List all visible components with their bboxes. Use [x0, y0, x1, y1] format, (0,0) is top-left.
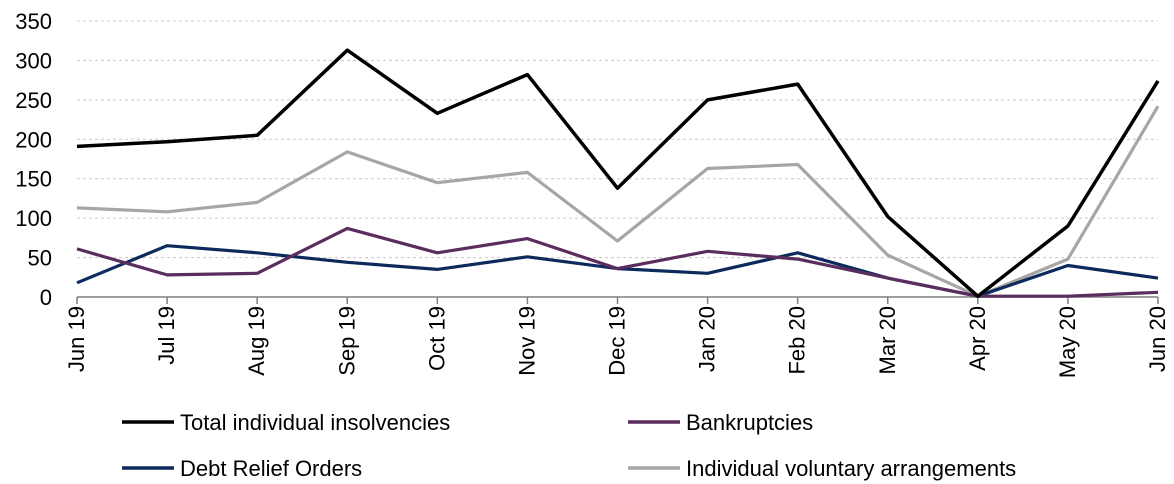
x-tick-label: Mar 20	[875, 306, 900, 374]
x-axis: Jun 19 Jul 19 Aug 19 Sep 19 Oct 19 Nov 19 Dec …	[64, 296, 1170, 378]
x-tick-label: Jan 20	[695, 306, 720, 372]
y-tick-label: 250	[15, 88, 52, 113]
legend-label: Total individual insolvencies	[180, 410, 450, 435]
x-tick-label: Jun 19	[64, 306, 89, 372]
x-tick-label: Nov 19	[514, 306, 539, 376]
y-tick-label: 50	[28, 246, 52, 271]
x-tick-label: Dec 19	[605, 306, 630, 376]
x-tick-label: Oct 19	[424, 306, 449, 371]
x-tick-label: Sep 19	[334, 306, 359, 376]
legend-label: Debt Relief Orders	[180, 456, 362, 481]
y-tick-label: 0	[40, 285, 52, 310]
x-tick-label: Jun 20	[1145, 306, 1170, 372]
x-tick-label: Feb 20	[785, 306, 810, 375]
series-line-bankruptcies	[76, 226, 1159, 298]
legend-item-debt-relief-orders: Debt Relief Orders	[122, 456, 362, 481]
x-tick-label: Apr 20	[965, 306, 990, 371]
series-lines	[76, 48, 1160, 298]
legend-item-bankruptcies: Bankruptcies	[628, 410, 813, 435]
x-tick-label: Aug 19	[244, 306, 269, 376]
y-tick-label: 200	[15, 127, 52, 152]
y-tick-label: 100	[15, 206, 52, 231]
legend-label: Individual voluntary arrangements	[686, 456, 1016, 481]
grid	[77, 20, 1158, 259]
series-line-total-individual-insolvencies	[76, 48, 1160, 298]
x-tick-label: May 20	[1055, 306, 1080, 378]
y-tick-label: 150	[15, 167, 52, 192]
legend-item-total-individual-insolvencies: Total individual insolvencies	[122, 410, 450, 435]
legend: Total individual insolvencies Bankruptcie…	[122, 410, 1016, 481]
y-tick-label: 300	[15, 48, 52, 73]
y-tick-label: 350	[15, 9, 52, 34]
legend-item-individual-voluntary-arrangements: Individual voluntary arrangements	[628, 456, 1016, 481]
x-tick-label: Jul 19	[154, 306, 179, 365]
y-axis: 0 50 100 150 200 250 300 350	[15, 9, 52, 310]
legend-label: Bankruptcies	[686, 410, 813, 435]
series-line-debt-relief-orders	[76, 244, 1159, 298]
